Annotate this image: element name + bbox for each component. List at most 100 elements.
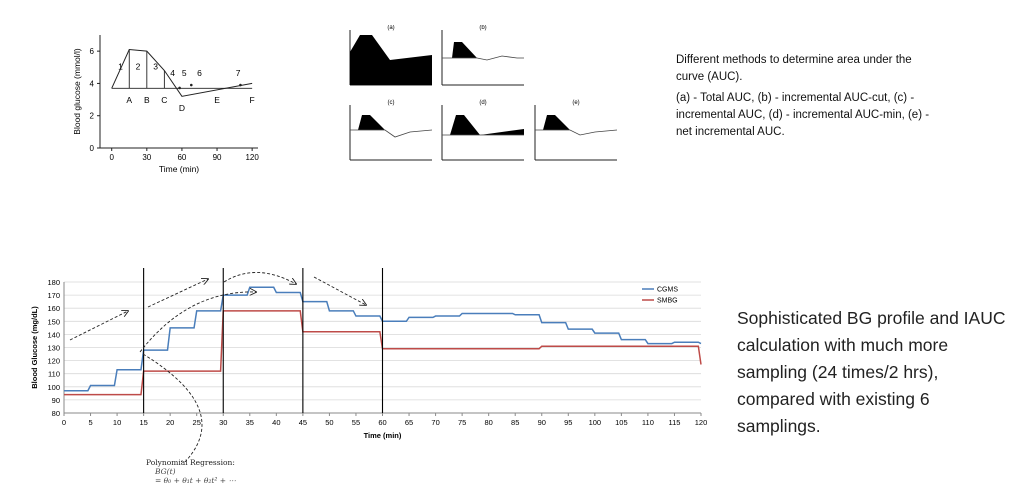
tl-y-tick-label: 6	[90, 47, 95, 56]
tl-point-label: B	[144, 95, 150, 105]
x-tick-label: 105	[615, 418, 628, 427]
tl-y-axis-label: Blood glucose (mmol/l)	[72, 48, 82, 135]
x-tick-label: 55	[352, 418, 360, 427]
method-panel: (d)	[441, 100, 524, 161]
dashed-arrow	[313, 276, 366, 305]
tl-axes: 0 30 60 90 120 0 2 4 6 Time (min) Blood glucose (m…	[72, 35, 259, 174]
poly-title: Polynomial Regression:	[146, 458, 235, 467]
tl-x-tick-label: 120	[245, 153, 259, 162]
tl-marker	[239, 83, 242, 87]
x-tick-label: 10	[113, 418, 121, 427]
tl-point-label: F	[250, 95, 255, 105]
tl-area-label: 4	[170, 68, 175, 78]
y-tick-label: 90	[52, 396, 60, 405]
cgms-smbg-chart: 80 90 100 110 120 130 140 150 160 170 180 0 5 10 15 20 2…	[30, 268, 707, 462]
tl-x-tick-label: 0	[109, 153, 114, 162]
tl-point-label: A	[126, 95, 132, 105]
tl-glucose-curve	[111, 48, 253, 97]
x-tick-label: 100	[589, 418, 602, 427]
x-tick-label: 75	[458, 418, 466, 427]
main-arrows	[69, 272, 366, 462]
y-tick-label: 100	[47, 383, 60, 392]
x-tick-label: 5	[88, 418, 92, 427]
dashed-arrow	[139, 292, 256, 353]
y-tick-label: 120	[47, 357, 60, 366]
y-tick-label: 140	[47, 330, 60, 339]
y-tick-label: 110	[48, 370, 60, 379]
x-tick-label: 110	[642, 418, 654, 427]
tl-marker	[178, 86, 181, 90]
panel-auc-area	[350, 35, 432, 85]
x-tick-label: 35	[246, 418, 254, 427]
main-legend: CGMS SMBG	[642, 287, 678, 305]
y-tick-label: 160	[47, 304, 60, 313]
panel-curve	[350, 129, 433, 138]
x-tick-label: 0	[62, 418, 66, 427]
x-tick-label: 90	[538, 418, 546, 427]
y-tick-label: 150	[47, 317, 60, 326]
tl-point-label: C	[161, 95, 167, 105]
x-tick-label: 80	[484, 418, 492, 427]
method-panel: (b)	[441, 25, 524, 86]
tl-curve	[111, 48, 253, 97]
tl-x-tick-label: 60	[177, 153, 186, 162]
y-tick-label: 180	[47, 278, 60, 287]
tl-area-label: 3	[153, 62, 158, 72]
poly-eq2: = θ₀ + θ₁t + θ₂t² + ⋯	[155, 476, 236, 485]
tl-point-label: D	[179, 103, 185, 113]
legend-label-cgms: CGMS	[657, 287, 678, 294]
dashed-arrow	[223, 272, 296, 284]
panel-auc-area	[450, 115, 524, 135]
x-tick-label: 70	[431, 418, 439, 427]
method-panel: (c)	[349, 100, 433, 161]
tl-area-label: 2	[136, 62, 141, 72]
panel-label: (b)	[479, 25, 486, 31]
panel-curve	[535, 129, 618, 136]
main-vlines	[143, 268, 384, 413]
x-tick-label: 20	[166, 418, 174, 427]
polynomial-note: Polynomial Regression: BG(t) = θ₀ + θ₁t …	[146, 458, 236, 485]
x-tick-label: 115	[668, 418, 680, 427]
tl-area-label: 7	[236, 68, 241, 78]
x-tick-label: 25	[193, 418, 201, 427]
tl-marker	[189, 83, 193, 87]
method-panel: (e)	[534, 100, 618, 161]
poly-eq1: BG(t)	[155, 467, 176, 476]
description-line2: (a) - Total AUC, (b) - incremental AUC-c…	[676, 92, 930, 138]
panel-label: (a)	[387, 25, 394, 31]
dashed-arrow	[69, 311, 128, 341]
y-tick-label: 130	[47, 344, 60, 353]
x-tick-label: 65	[405, 418, 413, 427]
main-axes: 80 90 100 110 120 130 140 150 160 170 180 0 5 10 15 20 2…	[30, 278, 707, 440]
y-axis-label: Blood Glucose (mg/dL)	[30, 306, 39, 389]
method-panel: (a)	[349, 25, 432, 86]
panel-auc-area	[452, 42, 477, 58]
legend-label-smbg: SMBG	[657, 298, 678, 305]
x-tick-label: 60	[378, 418, 386, 427]
tl-x-axis-label: Time (min)	[159, 164, 199, 174]
panel-curve	[442, 55, 524, 61]
methods-description: Different methods to determine area unde…	[676, 52, 936, 141]
dashed-arrow	[142, 353, 203, 462]
x-tick-label: 120	[695, 418, 708, 427]
x-tick-label: 95	[564, 418, 572, 427]
tl-area-label: 1	[118, 62, 123, 72]
auc-methods-panels: (a) (b) (c) (d) (e)	[349, 25, 618, 161]
x-tick-label: 15	[139, 418, 147, 427]
x-axis-label: Time (min)	[364, 431, 402, 440]
summary-text: Sophisticated BG profile and IAUC calcul…	[737, 308, 1006, 436]
x-tick-label: 85	[511, 418, 519, 427]
panel-label: (c)	[388, 100, 395, 106]
tl-y-tick-label: 0	[90, 144, 95, 153]
y-tick-label: 170	[47, 291, 60, 300]
tl-y-tick-label: 4	[90, 79, 95, 88]
tl-point-label: E	[214, 95, 220, 105]
tl-labels: 1 2 3 4 5 6 7 A B C D E F	[118, 62, 255, 113]
x-tick-label: 45	[299, 418, 307, 427]
dashed-arrow	[147, 279, 208, 308]
y-tick-label: 80	[52, 409, 60, 418]
panel-label: (d)	[479, 100, 486, 106]
description-line1: Different methods to determine area unde…	[676, 54, 912, 83]
panel-auc-area	[543, 115, 570, 130]
x-tick-label: 50	[325, 418, 333, 427]
